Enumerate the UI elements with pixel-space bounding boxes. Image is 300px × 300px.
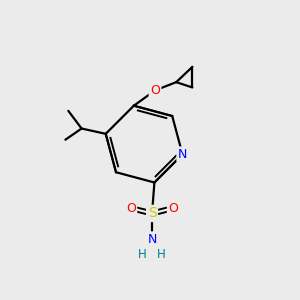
- Text: H: H: [138, 248, 147, 261]
- Text: N: N: [178, 148, 187, 161]
- Text: O: O: [126, 202, 136, 214]
- Text: H: H: [157, 248, 166, 261]
- Text: O: O: [150, 84, 160, 97]
- Text: S: S: [148, 206, 156, 220]
- Text: N: N: [147, 233, 157, 246]
- Text: O: O: [168, 202, 178, 214]
